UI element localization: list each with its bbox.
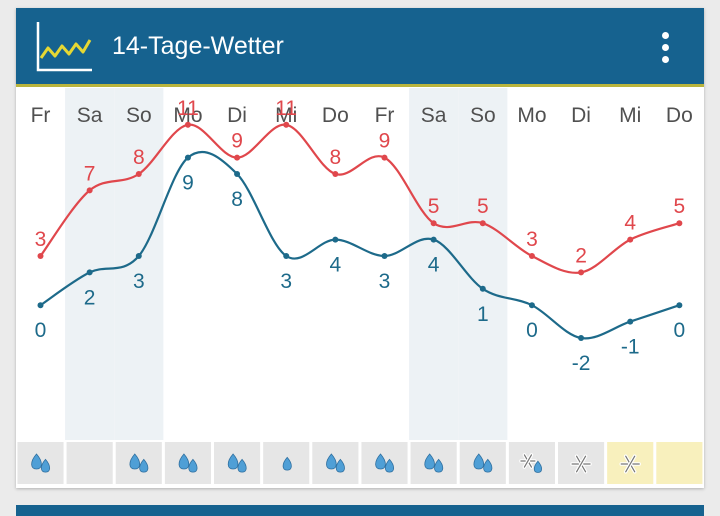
min-temp-point — [627, 318, 634, 325]
min-temp-point — [479, 285, 486, 292]
max-temp-label: 3 — [35, 228, 47, 251]
rain-icon — [31, 453, 42, 470]
max-temp-point — [86, 187, 93, 194]
header-accent-line — [16, 84, 704, 87]
weather-icon-cell — [656, 442, 703, 484]
weather-icon-cell — [508, 442, 555, 484]
day-label: Mi — [275, 104, 297, 127]
weekend-shading — [409, 88, 459, 440]
max-temp-label: 5 — [477, 195, 489, 218]
max-temp-point — [578, 269, 585, 276]
min-temp-point — [86, 269, 93, 276]
max-temp-label: 5 — [428, 195, 440, 218]
min-temp-point — [676, 302, 683, 309]
max-temp-point — [184, 121, 191, 128]
rain-icon — [424, 453, 435, 470]
min-temp-point — [135, 253, 142, 259]
day-label: Sa — [421, 104, 447, 127]
min-temp-point — [234, 171, 241, 177]
max-temp-point — [332, 171, 339, 177]
rain-icon — [178, 453, 190, 470]
day-label: Fr — [375, 104, 395, 127]
max-temp-label: 9 — [379, 130, 391, 153]
line-chart-icon — [36, 22, 92, 72]
max-temp-label: 11 — [177, 97, 199, 120]
min-temp-point — [283, 253, 290, 259]
min-temp-point — [578, 335, 585, 341]
min-temp-label: 3 — [280, 270, 292, 293]
max-temp-label: 8 — [330, 146, 342, 169]
max-temp-point — [135, 171, 142, 177]
max-temp-point — [37, 253, 44, 259]
max-temp-label: 2 — [575, 244, 587, 267]
rain-icon — [227, 453, 239, 470]
min-temp-label: -1 — [621, 336, 640, 359]
day-label: Mi — [619, 104, 641, 127]
max-temp-point — [479, 220, 486, 227]
max-temp-point — [283, 121, 290, 128]
max-temp-point — [528, 253, 535, 259]
day-label: Sa — [77, 104, 103, 127]
max-temp-label: 4 — [624, 212, 636, 235]
day-label: Mo — [517, 104, 546, 127]
weekend-shading — [458, 88, 508, 440]
min-temp-point — [37, 302, 44, 309]
min-temp-point — [528, 302, 535, 309]
weather-icon-cell — [66, 442, 113, 484]
min-temp-label: 4 — [330, 254, 342, 277]
weekend-shading — [114, 88, 164, 440]
card-header: 14-Tage-Wetter — [16, 8, 704, 84]
max-temp-label: 8 — [133, 146, 145, 169]
min-temp-label: 9 — [182, 172, 194, 195]
temperature-chart: Fr Sa So Mo Di Mi Do Fr Sa So Mo Di Mi Do 3 7 8 11 9 11 8 9 5 5… — [17, 88, 703, 484]
min-temp-label: 0 — [526, 319, 538, 342]
day-label: Fr — [31, 104, 51, 127]
rain-icon — [473, 453, 485, 470]
min-temp-label: 3 — [133, 270, 145, 293]
min-temp-label: 3 — [379, 270, 391, 293]
max-temp-point — [234, 154, 241, 161]
day-label: Di — [227, 104, 247, 127]
max-temp-point — [381, 154, 388, 161]
rain-icon — [326, 453, 337, 470]
max-temp-point — [430, 220, 437, 227]
day-label: Do — [322, 104, 349, 127]
min-temp-label: 8 — [231, 188, 243, 211]
max-temp-point — [676, 220, 683, 227]
rain-icon — [375, 453, 386, 470]
min-temp-line — [39, 151, 680, 340]
next-card-header — [16, 505, 704, 516]
min-temp-point — [381, 253, 388, 259]
forecast-card: 14-Tage-Wetter Fr Sa So Mo Di Mi Do Fr Sa So Mo Di M… — [16, 8, 704, 488]
min-temp-label: 0 — [35, 319, 47, 342]
rain-icon — [129, 453, 141, 470]
more-vert-icon — [661, 31, 669, 39]
max-temp-point — [627, 236, 634, 243]
min-temp-point — [332, 236, 339, 243]
min-temp-label: 4 — [428, 254, 440, 277]
min-temp-point — [184, 154, 191, 161]
max-temp-label: 5 — [674, 195, 686, 218]
day-label: So — [470, 104, 496, 127]
max-temp-label: 7 — [84, 162, 96, 185]
max-temp-label: 11 — [275, 97, 297, 120]
max-temp-label: 9 — [231, 130, 243, 153]
day-label: Do — [666, 104, 693, 127]
more-menu-button[interactable] — [648, 24, 682, 70]
min-temp-point — [430, 236, 437, 243]
weekend-shading — [65, 88, 115, 440]
min-temp-label: 1 — [477, 303, 489, 326]
page-title: 14-Tage-Wetter — [112, 32, 284, 60]
min-temp-label: 2 — [84, 286, 96, 309]
day-label: Mo — [173, 104, 202, 127]
min-temp-label: -2 — [572, 352, 591, 375]
day-label: So — [126, 104, 152, 127]
max-temp-label: 3 — [526, 228, 538, 251]
min-temp-label: 0 — [674, 319, 686, 342]
day-label: Di — [571, 104, 591, 127]
drizzle-icon — [282, 456, 292, 471]
